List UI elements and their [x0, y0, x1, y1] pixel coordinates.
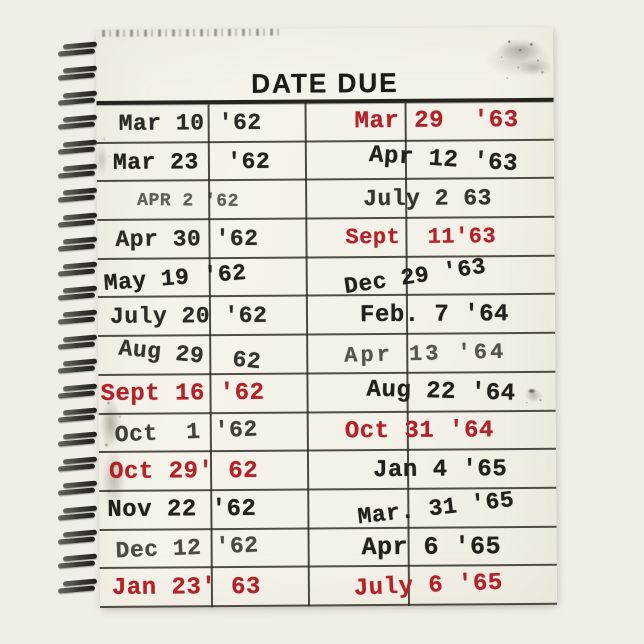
spiral-coil	[57, 529, 100, 545]
date-stamp: Sept 16 '62	[100, 380, 265, 409]
date-stamp: Jan 23' 63	[111, 573, 262, 602]
spiral-coil	[57, 261, 100, 277]
spiral-coil	[57, 578, 100, 594]
spiral-coil	[57, 456, 100, 472]
spiral-coil	[57, 90, 100, 106]
date-stamp: Feb. 7 '64	[359, 300, 510, 329]
date-stamp: Mar 23 '62	[112, 148, 271, 176]
spiral-coil	[57, 187, 100, 203]
date-stamp: Apr 30 '62	[115, 225, 259, 253]
spiral-coil	[57, 114, 100, 130]
spiral-coil	[57, 505, 100, 521]
date-stamp: July 6 '65	[353, 569, 504, 603]
date-stamp: Mar 10 '62	[118, 109, 262, 137]
date-stamp: Apr 13 '64	[343, 339, 507, 369]
spiral-coil	[57, 236, 100, 252]
date-stamp: Sept 11'63	[345, 224, 497, 251]
grunge-mark	[101, 28, 283, 37]
date-stamp: Aug 22 '64	[366, 376, 516, 408]
spiral-coil	[57, 334, 100, 350]
spiral-coil	[57, 139, 100, 155]
spiral-coil	[57, 285, 100, 301]
date-due-title: DATE DUE	[251, 67, 399, 99]
spiral-coil	[57, 41, 100, 57]
spiral-coil	[57, 358, 100, 374]
date-table: Mar 10 '62 Mar 23 '62 APR 2 '62 Apr 30 '62 M…	[96, 101, 558, 608]
date-stamp: Oct 31 '64	[344, 417, 494, 446]
spiral-coil	[57, 309, 100, 325]
date-stamp: Oct 29' 62	[108, 457, 259, 486]
spiral-coil	[57, 553, 100, 569]
date-stamp: Jan 4 '65	[372, 455, 508, 484]
spiral-coil	[57, 383, 100, 399]
planner-cover: DATE DUE Mar 10 '62 Mar 23 '62 APR 2 '62 Ap…	[93, 26, 558, 608]
spiral-coil	[57, 212, 100, 228]
spiral-coil	[57, 407, 100, 423]
spiral-coil	[57, 480, 100, 496]
date-stamp: July 20 '62	[109, 303, 268, 331]
date-stamp: Mar 29 '63	[354, 107, 519, 136]
spiral-coil	[57, 65, 100, 81]
spiral-coil	[57, 163, 100, 179]
date-stamp: Nov 22 '62	[107, 496, 257, 525]
date-stamp: July 2 63	[363, 185, 493, 213]
date-stamp: APR 2 '62	[137, 190, 240, 212]
date-stamp: Apr 6 '65	[361, 532, 502, 563]
spiral-coil	[57, 431, 100, 447]
